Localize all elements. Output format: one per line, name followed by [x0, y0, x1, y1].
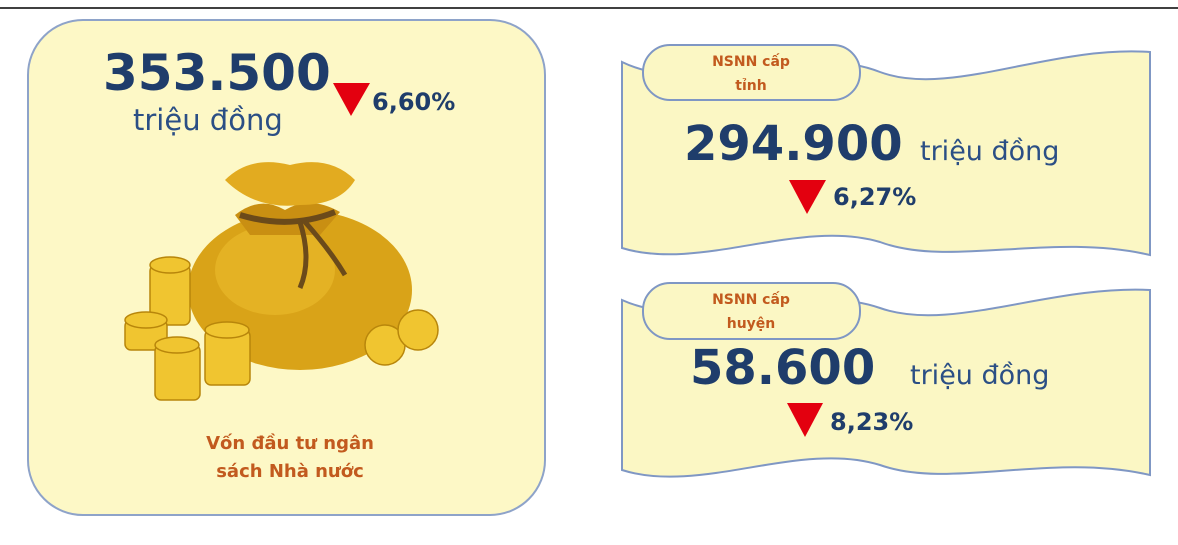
- card-unit: triệu đồng: [920, 136, 1059, 167]
- money-bag-icon: [124, 162, 439, 401]
- main-label: sách Nhà nước: [216, 461, 364, 482]
- card-title: NSNN cấp: [712, 291, 790, 308]
- card-value: 294.900: [684, 116, 903, 172]
- card-tab: [642, 44, 861, 101]
- card-tab: [642, 282, 861, 340]
- card-change: 8,23%: [830, 408, 913, 436]
- card-unit: triệu đồng: [910, 360, 1049, 391]
- card-title: tỉnh: [735, 78, 766, 94]
- down-arrow: [789, 180, 826, 214]
- main-unit: triệu đồng: [133, 103, 283, 137]
- card-change: 6,27%: [833, 183, 916, 211]
- main-value: 353.500: [103, 44, 331, 102]
- down-arrow: [787, 403, 823, 437]
- main-change: 6,60%: [372, 88, 455, 116]
- card-value: 58.600: [690, 340, 875, 396]
- main-label: Vốn đầu tư ngân: [206, 433, 374, 454]
- down-arrow: [333, 83, 370, 116]
- card-title: huyện: [727, 316, 776, 332]
- card-title: NSNN cấp: [712, 53, 790, 70]
